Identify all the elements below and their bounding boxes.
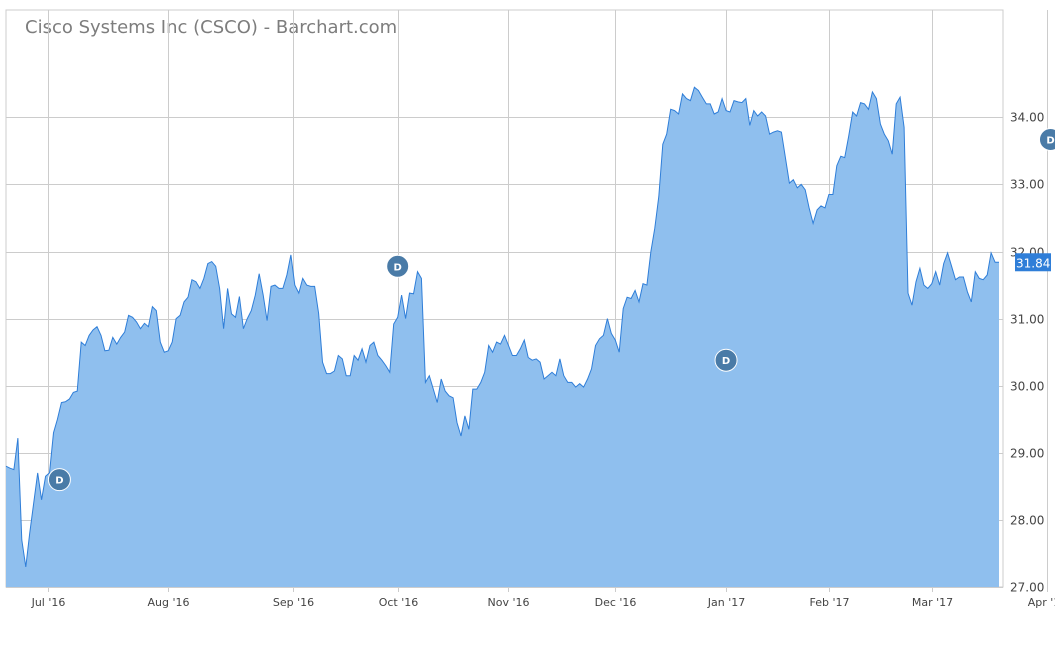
price-line: [5, 86, 999, 567]
dividend-marker: [1038, 127, 1055, 151]
x-tick-label: Oct '16: [379, 596, 419, 609]
y-tick-label: 34.00: [1010, 111, 1044, 125]
x-tick-label: Jul '16: [31, 596, 66, 609]
x-tick-label: Mar '17: [912, 596, 953, 609]
dividend-marker: [714, 348, 738, 372]
y-tick-label: 29.00: [1010, 447, 1044, 461]
area-layer: [5, 86, 999, 587]
x-tick-label: Feb '17: [810, 596, 850, 609]
y-tick-label: 30.00: [1010, 380, 1044, 394]
dividend-label: D: [722, 356, 730, 367]
y-tick-label: 33.00: [1010, 178, 1044, 192]
dividend-label: D: [55, 476, 63, 487]
x-tick-label: Aug '16: [148, 596, 190, 609]
y-tick-label: 28.00: [1010, 514, 1044, 528]
last-price-box: [1015, 253, 1051, 272]
x-tick-label: Apr '17: [1028, 596, 1055, 609]
axis-layer: 27.0028.0029.0030.0031.0032.0033.0034.00…: [31, 111, 1055, 610]
dividend-marker: [47, 468, 71, 492]
y-tick-label: 31.00: [1010, 313, 1044, 327]
x-tick-label: Sep '16: [273, 596, 314, 609]
dividend-label: D: [394, 262, 402, 273]
x-tick-label: Nov '16: [488, 596, 530, 609]
dividend-label: D: [1046, 135, 1054, 146]
x-tick-label: Jan '17: [707, 596, 745, 609]
last-price-label: 31.84: [1016, 256, 1050, 270]
price-area: [6, 87, 999, 587]
marker-layer: D D D D: [47, 127, 1055, 492]
y-tick-label: 27.00: [1010, 581, 1044, 595]
chart-title: Cisco Systems Inc (CSCO) - Barchart.com: [25, 17, 398, 38]
dividend-marker: [386, 254, 410, 278]
x-tick-label: Dec '16: [595, 596, 637, 609]
